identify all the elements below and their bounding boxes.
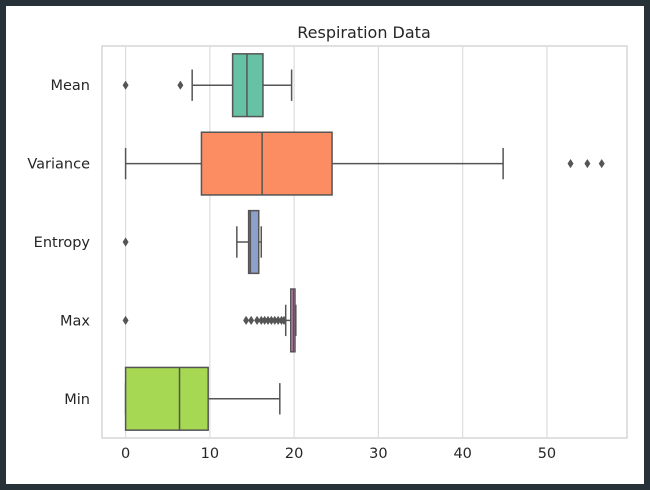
x-tick-label: 40 — [453, 446, 471, 462]
outlier-point-variance — [567, 158, 574, 169]
outlier-point-max — [254, 315, 261, 326]
outlier-point-entropy — [122, 237, 129, 247]
iqr-box-mean — [231, 53, 264, 118]
outlier-point-mean — [177, 80, 184, 90]
outlier-point-mean — [122, 80, 129, 90]
y-tick-label-variance: Variance — [27, 157, 90, 173]
y-tick-label-entropy: Entropy — [34, 235, 91, 251]
outlier-point-max — [280, 315, 288, 326]
iqr-box-variance — [200, 131, 333, 196]
outlier-point-max — [248, 315, 255, 326]
boxes — [122, 53, 605, 431]
x-tick-label: 30 — [369, 446, 387, 462]
iqr-box-entropy — [247, 209, 260, 275]
x-tick-label: 0 — [121, 446, 130, 462]
outlier-point-variance — [598, 158, 605, 169]
y-tick-label-min: Min — [64, 392, 90, 408]
outlier-point-max — [243, 315, 250, 326]
y-tick-label-mean: Mean — [50, 78, 90, 94]
boxplot-chart: 0 10 20 30 40 50 Mean Variance Entropy Max Min Re… — [27, 23, 628, 462]
box-min — [124, 366, 281, 431]
box-mean — [122, 53, 293, 118]
chart-frame: 0 10 20 30 40 50 Mean Variance Entropy Max Min Re… — [6, 6, 644, 484]
x-tick-label: 50 — [538, 446, 556, 462]
outlier-point-max — [122, 315, 129, 326]
box-max — [122, 288, 297, 353]
chart-title: Respiration Data — [297, 23, 431, 42]
box-entropy — [122, 209, 263, 275]
x-tick-label: 10 — [201, 446, 219, 462]
iqr-box-min — [124, 366, 209, 431]
y-tick-label-max: Max — [60, 313, 90, 329]
box-variance — [124, 131, 605, 196]
y-tick-labels: Mean Variance Entropy Max Min — [27, 78, 90, 408]
x-tick-labels: 0 10 20 30 40 50 — [121, 446, 556, 462]
outlier-point-variance — [584, 158, 591, 169]
x-tick-label: 20 — [285, 446, 303, 462]
